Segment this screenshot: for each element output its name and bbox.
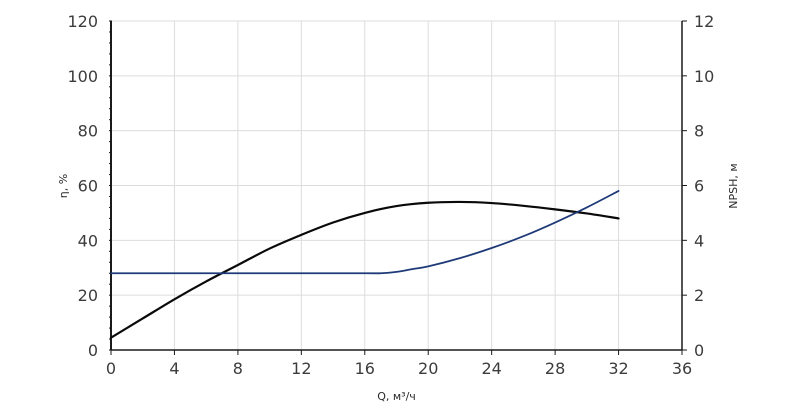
y-right-tick-label: 10 bbox=[694, 67, 714, 86]
efficiency-curve bbox=[109, 200, 620, 339]
x-tick-label: 32 bbox=[608, 359, 628, 378]
x-tick-label: 12 bbox=[291, 359, 311, 378]
y-left-tick-label: 80 bbox=[78, 122, 98, 141]
y-left-tick-label: 40 bbox=[78, 231, 98, 250]
x-tick-label: 20 bbox=[418, 359, 438, 378]
y-left-axis-title: η, % bbox=[57, 174, 70, 198]
y-right-tick-label: 0 bbox=[694, 341, 704, 360]
y-left-tick-label: 0 bbox=[88, 341, 98, 360]
y-right-axis-title: NPSH, м bbox=[727, 163, 740, 208]
npsh-curve bbox=[110, 190, 620, 275]
x-tick-label: 28 bbox=[545, 359, 565, 378]
y-left-tick-label: 120 bbox=[67, 12, 98, 31]
x-tick-label: 16 bbox=[355, 359, 375, 378]
x-tick-label: 0 bbox=[106, 359, 116, 378]
y-left-tick-label: 20 bbox=[78, 286, 98, 305]
x-axis-title: Q, м³/ч bbox=[377, 390, 416, 403]
x-tick-label: 36 bbox=[672, 359, 692, 378]
y-right-tick-label: 8 bbox=[694, 122, 704, 141]
y-right-tick-label: 4 bbox=[694, 231, 704, 250]
y-right-tick-label: 2 bbox=[694, 286, 704, 305]
y-left-tick-label: 60 bbox=[78, 177, 98, 196]
y-right-tick-label: 6 bbox=[694, 177, 704, 196]
y-left-tick-label: 100 bbox=[67, 67, 98, 86]
x-tick-label: 4 bbox=[169, 359, 179, 378]
x-tick-label: 24 bbox=[481, 359, 501, 378]
y-right-tick-label: 12 bbox=[694, 12, 714, 31]
x-tick-label: 8 bbox=[233, 359, 243, 378]
